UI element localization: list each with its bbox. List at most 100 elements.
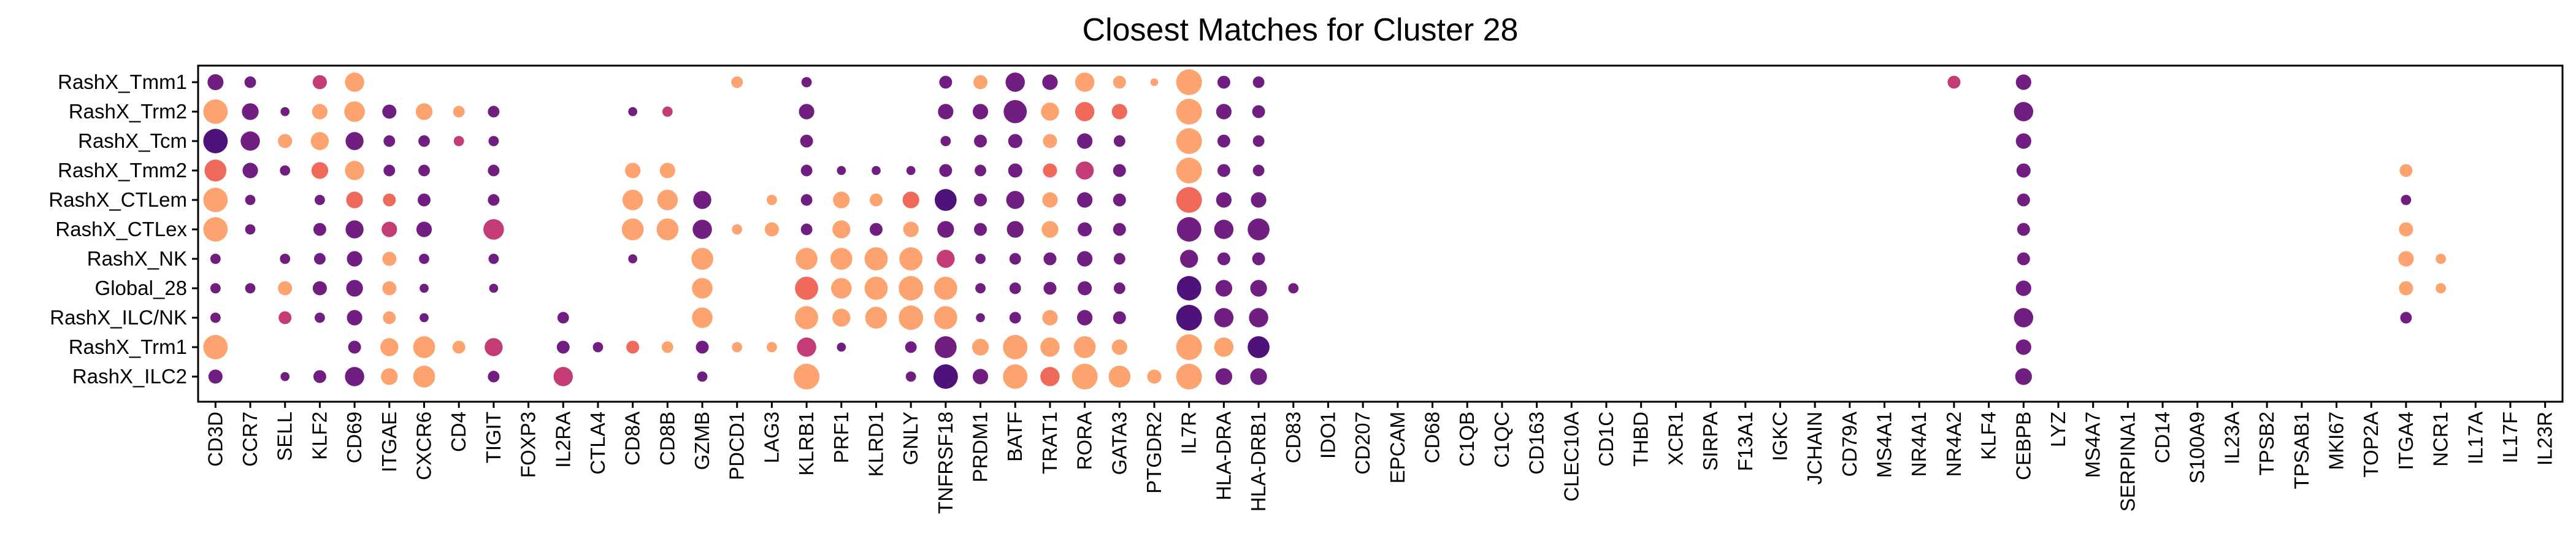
- x-tick-label: CD207: [1351, 412, 1374, 475]
- dot-TIGIT-RashX_ILC2: [488, 370, 500, 383]
- dot-RORA-RashX_NK: [1077, 251, 1093, 267]
- dot-HLA-DRA-RashX_Tmm1: [1217, 75, 1230, 89]
- dot-CEBPB-Global_28: [2015, 280, 2031, 296]
- dot-GATA3-RashX_ILC2: [1108, 366, 1131, 388]
- dot-KLRD1-Global_28: [864, 277, 888, 300]
- chart-title: Closest Matches for Cluster 28: [1083, 12, 1519, 48]
- dot-CD8A-RashX_Trm1: [626, 340, 640, 354]
- x-tick-label: TPSAB1: [2290, 412, 2313, 489]
- x-tick-label: S100A9: [2186, 412, 2209, 483]
- dot-SELL-Global_28: [278, 281, 293, 296]
- dot-LAG3-RashX_CTLem: [767, 194, 777, 205]
- dot-ITGA4-RashX_ILC_NK: [2400, 312, 2412, 324]
- dot-TNFRSF18-RashX_ILC2: [933, 364, 958, 389]
- dot-HLA-DRA-RashX_CTLex: [1214, 220, 1234, 239]
- dot-GATA3-RashX_CTLem: [1113, 193, 1126, 207]
- dot-TRAT1-RashX_CTLem: [1042, 192, 1058, 208]
- dot-CCR7-RashX_Trm2: [242, 103, 259, 120]
- y-tick-label: RashX_ILC/NK: [50, 306, 187, 329]
- dot-KLF2-RashX_ILC_NK: [315, 312, 325, 323]
- dot-TRAT1-RashX_NK: [1043, 252, 1057, 266]
- dot-CEBPB-RashX_CTLex: [2017, 223, 2030, 236]
- dot-CCR7-RashX_Tmm2: [242, 163, 258, 178]
- dot-ITGAE-RashX_Trm1: [380, 338, 399, 356]
- dot-CCR7-RashX_Tmm1: [244, 76, 256, 88]
- dot-GNLY-RashX_NK: [899, 247, 923, 270]
- x-tick-label: TOP2A: [2359, 412, 2382, 478]
- x-tick-label: PDCD1: [726, 412, 748, 480]
- x-tick-label: TRAT1: [1038, 412, 1061, 474]
- dot-PRF1-RashX_NK: [830, 248, 853, 270]
- x-tick-label: CXCR6: [412, 412, 435, 480]
- dot-TNFRSF18-RashX_NK: [937, 250, 955, 268]
- x-tick-label: LYZ: [2047, 412, 2069, 447]
- y-axis-labels: RashX_Tmm1 RashX_Trm2 RashX_Tcm RashX_Tmm2 R…: [48, 71, 187, 388]
- x-tick-label: IGKC: [1768, 412, 1791, 461]
- dot-BATF-RashX_Tcm: [1008, 134, 1022, 148]
- dot-CTLA4-RashX_Trm1: [592, 342, 604, 353]
- dot-CXCR6-RashX_Trm2: [415, 103, 433, 120]
- dot-CEBPB-RashX_NK: [2017, 252, 2030, 266]
- dot-CD69-RashX_Trm2: [344, 101, 365, 122]
- x-tick-label: MS4A1: [1873, 412, 1896, 478]
- dot-GATA3-RashX_Trm2: [1111, 104, 1127, 120]
- y-tick-label: RashX_Tcm: [78, 129, 187, 152]
- dot-IL2RA-RashX_ILC2: [553, 367, 573, 386]
- x-tick-label: ITGA4: [2394, 412, 2417, 470]
- dot-IL2RA-RashX_Trm1: [556, 340, 570, 354]
- dot-RORA-RashX_Trm1: [1073, 336, 1096, 358]
- dot-GZMB-RashX_ILC2: [697, 371, 708, 382]
- dot-IL7R-RashX_CTLex: [1176, 217, 1202, 242]
- dot-GZMB-RashX_Trm1: [696, 340, 709, 354]
- dot-KLRD1-RashX_NK: [864, 247, 888, 270]
- x-tick-label: PTGDR2: [1143, 412, 1165, 494]
- dot-RORA-RashX_ILC_NK: [1077, 310, 1093, 326]
- dot-CEBPB-RashX_ILC_NK: [2014, 308, 2034, 328]
- dot-SELL-RashX_ILC_NK: [278, 311, 292, 324]
- y-tick-label: RashX_Tmm1: [58, 71, 187, 93]
- dot-IL7R-Global_28: [1176, 276, 1202, 301]
- dot-CD8A-RashX_Trm2: [628, 107, 637, 117]
- dot-KLRB1-RashX_Trm1: [797, 337, 816, 357]
- x-tick-label: CD163: [1525, 412, 1548, 475]
- dot-CCR7-Global_28: [245, 283, 256, 294]
- dot-HLA-DRA-RashX_Trm1: [1214, 337, 1234, 357]
- dot-TNFRSF18-RashX_Trm1: [935, 336, 957, 358]
- dot-TNFRSF18-Global_28: [933, 277, 957, 300]
- x-tick-label: TNFRSF18: [934, 412, 957, 514]
- dot-CD4-RashX_Tcm: [453, 136, 464, 147]
- y-tick-label: RashX_CTLem: [48, 188, 187, 211]
- dot-CEBPB-RashX_Trm1: [2015, 339, 2031, 355]
- x-tick-label: KLF2: [308, 412, 331, 460]
- dot-HLA-DRA-RashX_Trm2: [1216, 104, 1232, 120]
- dot-TIGIT-RashX_Tmm2: [488, 164, 500, 177]
- dot-IL7R-RashX_NK: [1179, 250, 1198, 268]
- dot-CD3D-RashX_Tcm: [203, 129, 228, 153]
- dot-CEBPB-RashX_Tmm2: [2016, 163, 2031, 178]
- dot-CCR7-RashX_Tcm: [240, 131, 260, 151]
- dot-CXCR6-RashX_NK: [419, 253, 429, 264]
- dot-IL7R-RashX_Trm2: [1176, 99, 1202, 125]
- x-tick-label: PRF1: [830, 412, 853, 463]
- dot-NCR1-RashX_NK: [2436, 253, 2446, 264]
- dot-TRAT1-RashX_Tmm2: [1043, 163, 1057, 178]
- x-tick-label: THBD: [1630, 412, 1652, 467]
- dot-HLA-DRB1-RashX_Trm2: [1252, 105, 1265, 118]
- y-tick-label: RashX_CTLex: [55, 218, 187, 240]
- dot-GZMB-RashX_NK: [691, 248, 713, 270]
- dot-CD8A-RashX_NK: [628, 254, 637, 264]
- dot-NR4A2-RashX_Tmm1: [1947, 75, 1961, 89]
- dot-GATA3-Global_28: [1113, 282, 1125, 294]
- dot-PRDM1-RashX_ILC_NK: [976, 313, 985, 323]
- dot-HLA-DRA-Global_28: [1215, 280, 1233, 297]
- dot-IL7R-RashX_Tcm: [1176, 128, 1202, 154]
- x-tick-label: C1QB: [1455, 412, 1478, 467]
- dot-CEBPB-RashX_CTLem: [2017, 193, 2030, 207]
- dot-HLA-DRB1-RashX_ILC_NK: [1249, 308, 1268, 328]
- x-tick-label: CCR7: [239, 412, 261, 467]
- dot-CXCR6-RashX_CTLex: [416, 221, 432, 237]
- dot-IL7R-RashX_Trm1: [1176, 334, 1202, 360]
- dot-HLA-DRB1-RashX_NK: [1252, 252, 1265, 266]
- dot-SELL-RashX_Trm2: [280, 107, 290, 117]
